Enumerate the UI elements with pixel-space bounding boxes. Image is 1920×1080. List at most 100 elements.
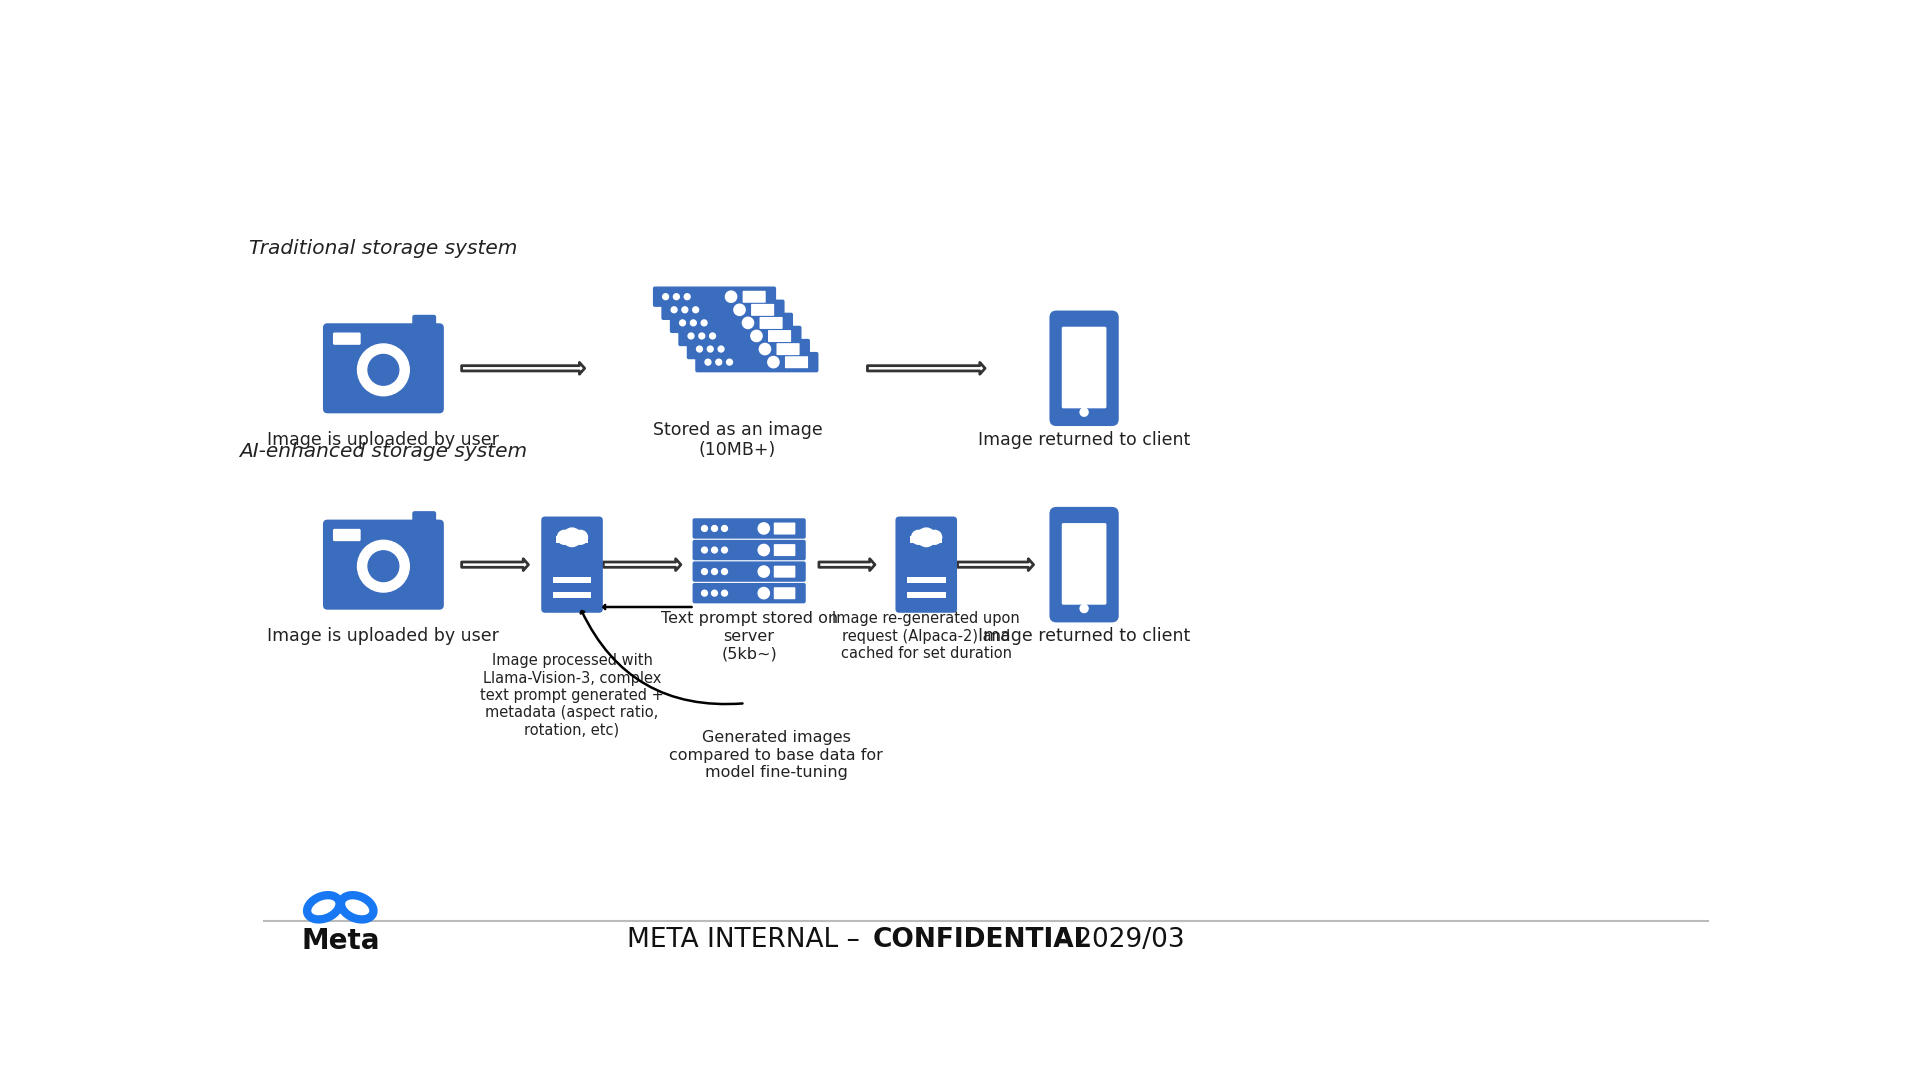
Circle shape [369, 354, 399, 386]
Circle shape [672, 307, 678, 313]
Circle shape [768, 356, 780, 368]
FancyBboxPatch shape [653, 286, 776, 307]
Circle shape [712, 526, 718, 531]
FancyBboxPatch shape [413, 511, 436, 529]
FancyBboxPatch shape [557, 536, 588, 543]
Text: Image re-generated upon
request (Alpaca-2) and
cached for set duration: Image re-generated upon request (Alpaca-… [833, 611, 1020, 661]
Circle shape [707, 346, 712, 352]
Circle shape [758, 343, 770, 354]
FancyBboxPatch shape [553, 592, 591, 598]
Text: Image is uploaded by user: Image is uploaded by user [267, 431, 499, 449]
Circle shape [701, 548, 707, 553]
Circle shape [743, 318, 755, 328]
Circle shape [557, 530, 572, 544]
Circle shape [357, 540, 409, 592]
FancyBboxPatch shape [906, 592, 945, 598]
Circle shape [701, 320, 707, 326]
FancyBboxPatch shape [774, 588, 795, 599]
FancyBboxPatch shape [332, 529, 361, 541]
FancyBboxPatch shape [687, 339, 810, 360]
Text: Text prompt stored on
server
(5kb~): Text prompt stored on server (5kb~) [660, 611, 837, 661]
Circle shape [662, 294, 668, 299]
Circle shape [701, 569, 707, 575]
FancyBboxPatch shape [910, 536, 943, 543]
FancyBboxPatch shape [660, 299, 785, 320]
Circle shape [574, 530, 588, 544]
Circle shape [722, 590, 728, 596]
FancyBboxPatch shape [1062, 523, 1106, 605]
Circle shape [918, 528, 935, 546]
Circle shape [691, 320, 697, 326]
Text: Image processed with
Llama-Vision-3, complex
text prompt generated +
metadata (a: Image processed with Llama-Vision-3, com… [480, 653, 664, 738]
Circle shape [369, 551, 399, 581]
Circle shape [927, 530, 941, 544]
Circle shape [712, 569, 718, 575]
Circle shape [716, 360, 722, 365]
FancyBboxPatch shape [774, 566, 795, 578]
FancyBboxPatch shape [906, 577, 945, 583]
Circle shape [682, 307, 687, 313]
Circle shape [674, 294, 680, 299]
FancyBboxPatch shape [751, 303, 774, 315]
Circle shape [701, 526, 707, 531]
FancyBboxPatch shape [323, 323, 444, 414]
Circle shape [1081, 408, 1089, 416]
Circle shape [699, 333, 705, 339]
Circle shape [722, 569, 728, 575]
FancyBboxPatch shape [541, 516, 603, 612]
Text: CONFIDENTIAL: CONFIDENTIAL [872, 927, 1091, 953]
Circle shape [680, 320, 685, 326]
Text: AI-enhanced storage system: AI-enhanced storage system [240, 442, 528, 461]
Circle shape [733, 305, 745, 315]
FancyBboxPatch shape [695, 352, 818, 373]
Circle shape [718, 346, 724, 352]
Circle shape [726, 292, 737, 302]
Circle shape [751, 330, 762, 341]
FancyBboxPatch shape [693, 540, 806, 561]
FancyBboxPatch shape [774, 544, 795, 556]
Circle shape [722, 526, 728, 531]
FancyBboxPatch shape [670, 313, 793, 333]
Text: - 2029/03: - 2029/03 [1050, 927, 1185, 953]
FancyBboxPatch shape [743, 291, 766, 302]
Circle shape [710, 333, 716, 339]
Circle shape [693, 307, 699, 313]
Circle shape [712, 590, 718, 596]
Text: Image is uploaded by user: Image is uploaded by user [267, 627, 499, 645]
FancyBboxPatch shape [553, 577, 591, 583]
Text: Image returned to client: Image returned to client [977, 431, 1190, 449]
Circle shape [687, 333, 693, 339]
Circle shape [1081, 605, 1089, 612]
FancyBboxPatch shape [895, 516, 956, 612]
FancyBboxPatch shape [1050, 311, 1119, 426]
FancyBboxPatch shape [678, 326, 801, 347]
Circle shape [758, 566, 770, 577]
Circle shape [712, 548, 718, 553]
FancyBboxPatch shape [323, 519, 444, 610]
Circle shape [722, 548, 728, 553]
Circle shape [697, 346, 703, 352]
FancyBboxPatch shape [693, 583, 806, 604]
Circle shape [684, 294, 689, 299]
FancyBboxPatch shape [774, 523, 795, 535]
Text: META INTERNAL –: META INTERNAL – [628, 927, 868, 953]
Text: Stored as an image
(10MB+): Stored as an image (10MB+) [653, 420, 822, 459]
Circle shape [563, 528, 582, 546]
FancyBboxPatch shape [1062, 327, 1106, 408]
Circle shape [701, 590, 707, 596]
Circle shape [912, 530, 925, 544]
Circle shape [726, 360, 732, 365]
Text: Traditional storage system: Traditional storage system [250, 240, 518, 258]
FancyBboxPatch shape [332, 333, 361, 345]
FancyBboxPatch shape [776, 343, 799, 355]
FancyBboxPatch shape [768, 330, 791, 342]
Circle shape [758, 523, 770, 535]
Text: Generated images
compared to base data for
model fine-tuning: Generated images compared to base data f… [670, 730, 883, 780]
FancyBboxPatch shape [693, 562, 806, 582]
Text: Image returned to client: Image returned to client [977, 627, 1190, 645]
FancyBboxPatch shape [413, 314, 436, 334]
Circle shape [357, 343, 409, 395]
Circle shape [705, 360, 710, 365]
FancyBboxPatch shape [760, 316, 783, 329]
Circle shape [758, 588, 770, 598]
